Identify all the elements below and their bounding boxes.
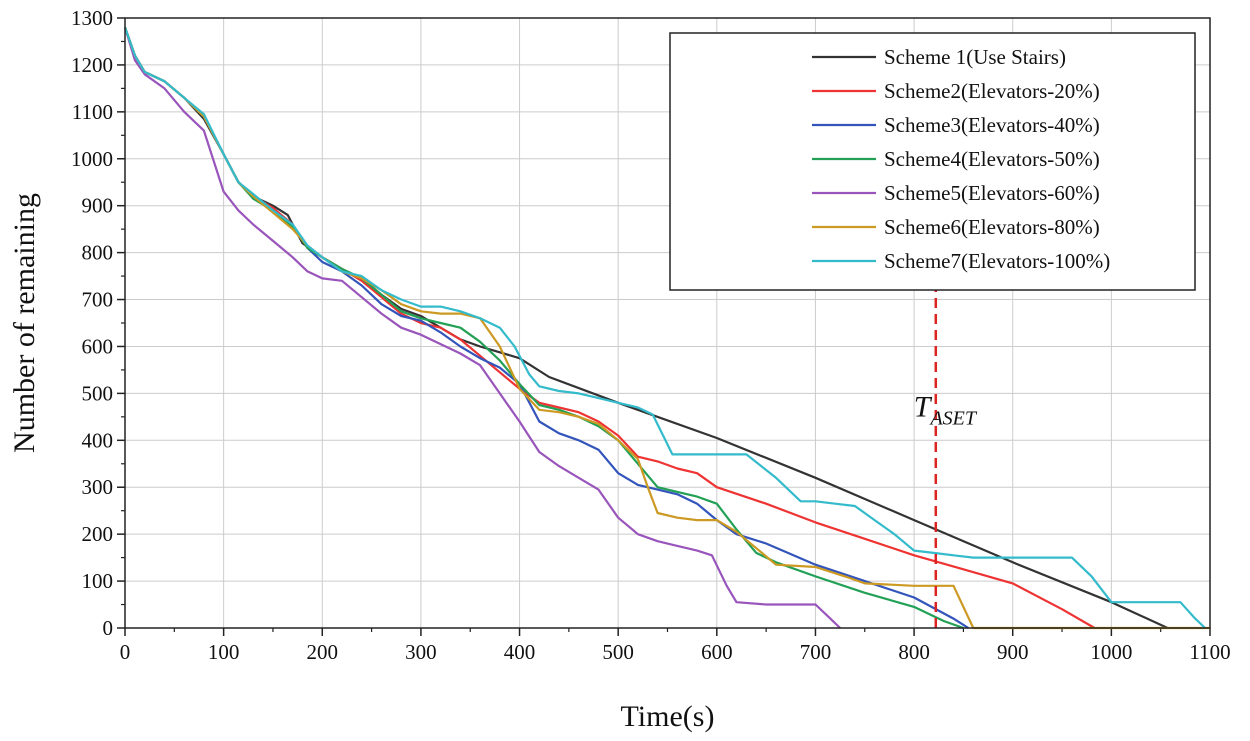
y-tick-label: 600	[82, 334, 114, 358]
x-tick-label: 1100	[1189, 640, 1230, 664]
y-tick-label: 700	[82, 288, 114, 312]
y-tick-label: 1000	[71, 147, 113, 171]
legend-label: Scheme7(Elevators-100%)	[884, 249, 1110, 273]
x-tick-label: 0	[120, 640, 131, 664]
y-tick-label: 1100	[72, 100, 113, 124]
x-tick-label: 400	[504, 640, 536, 664]
annotations: TASET	[914, 287, 978, 628]
x-tick-label: 800	[898, 640, 930, 664]
y-tick-labels: 0 100 200 300 400 500 600 700 800 900 1000 1100 1200…	[71, 6, 113, 640]
y-tick-label: 0	[103, 616, 114, 640]
plot-frame	[124, 17, 1211, 629]
x-tick-label: 300	[405, 640, 437, 664]
y-tick-label: 800	[82, 241, 114, 265]
legend-label: Scheme 1(Use Stairs)	[884, 45, 1066, 69]
axis-ticks	[117, 17, 1211, 636]
legend-label: Scheme6(Elevators-80%)	[884, 215, 1100, 239]
x-axis-title: Time(s)	[621, 700, 715, 733]
legend-label: Scheme2(Elevators-20%)	[884, 79, 1100, 103]
y-tick-label: 400	[82, 428, 114, 452]
x-tick-label: 500	[602, 640, 634, 664]
legend-label: Scheme4(Elevators-50%)	[884, 147, 1100, 171]
x-tick-label: 700	[800, 640, 832, 664]
y-tick-label: 200	[82, 522, 114, 546]
x-tick-label: 200	[307, 640, 339, 664]
y-tick-label: 500	[82, 381, 114, 405]
y-tick-label: 1300	[71, 6, 113, 30]
x-tick-label: 1000	[1090, 640, 1132, 664]
series-line-7	[123, 27, 1206, 629]
x-tick-label: 600	[701, 640, 733, 664]
y-tick-label: 100	[82, 569, 114, 593]
x-tick-label: 100	[208, 640, 240, 664]
y-tick-label: 1200	[71, 53, 113, 77]
y-tick-label: 300	[82, 475, 114, 499]
y-tick-label: 900	[82, 194, 114, 218]
x-tick-label: 900	[997, 640, 1029, 664]
series-line-5	[123, 27, 841, 629]
y-axis-title: Number of remaining	[8, 193, 41, 453]
x-tick-labels: 0 100 200 300 400 500 600 700 800 900 1000 1100	[120, 640, 1231, 664]
series-lines	[123, 27, 1210, 630]
legend: Scheme 1(Use Stairs) Scheme2(Elevators-20…	[669, 32, 1196, 291]
legend-label: Scheme3(Elevators-40%)	[884, 113, 1100, 137]
aset-label: TASET	[914, 391, 978, 430]
legend-box	[669, 32, 1196, 291]
legend-label: Scheme5(Elevators-60%)	[884, 181, 1100, 205]
